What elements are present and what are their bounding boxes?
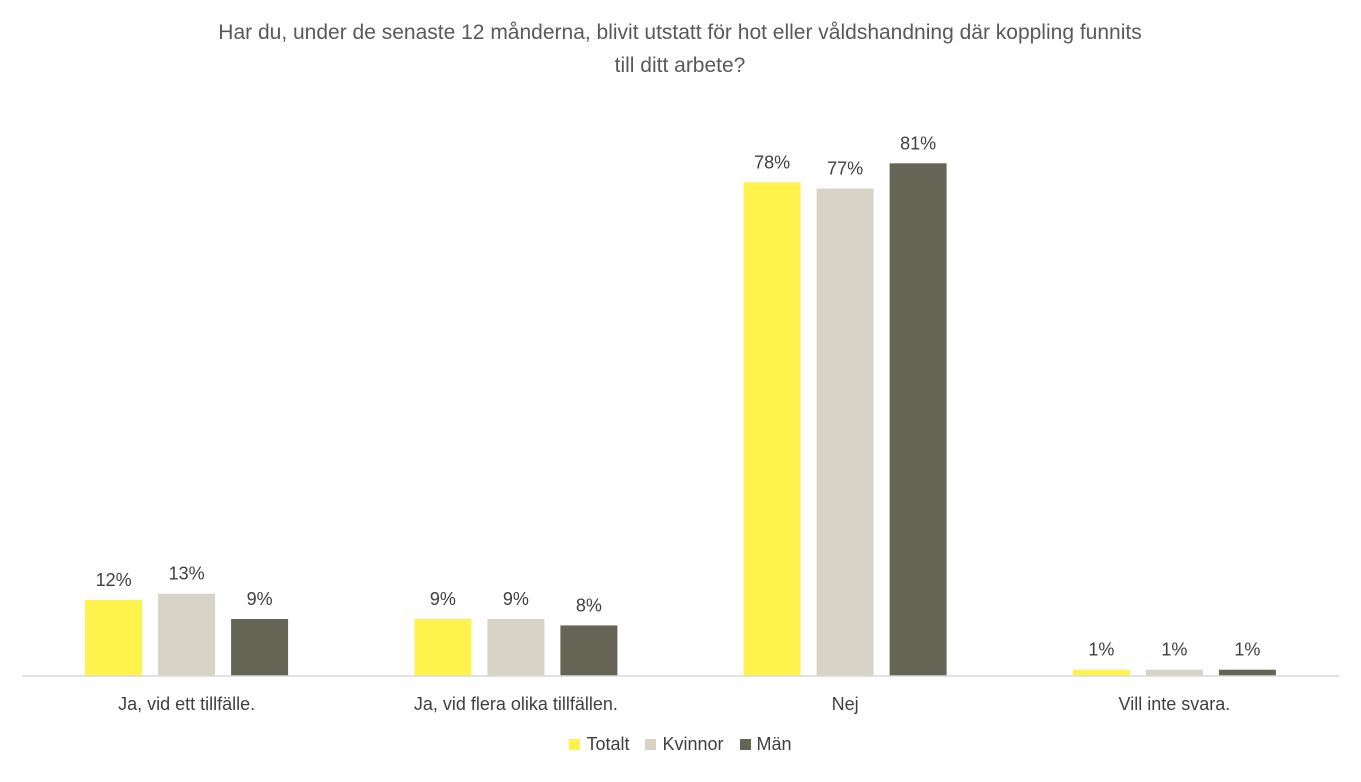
bars-layer: [85, 163, 1276, 677]
bar-series-2-cat-0: [231, 619, 289, 676]
legend-item-0: Totalt: [569, 734, 629, 755]
data-label-series-1-cat-3: 1%: [1161, 640, 1187, 660]
legend-item-1: Kvinnor: [645, 734, 724, 755]
chart-title-line-1: Har du, under de senaste 12 månderna, bl…: [218, 21, 1142, 44]
data-label-series-2-cat-3: 1%: [1234, 640, 1260, 660]
category-labels-layer: Ja, vid ett tillfälle. Ja, vid flera olik…: [118, 694, 1230, 714]
category-label-0: Ja, vid ett tillfälle.: [118, 694, 255, 714]
bar-series-1-cat-0: [158, 593, 216, 676]
bar-series-0-cat-2: [743, 182, 801, 677]
legend-swatch-0: [569, 739, 581, 750]
legend-label-2: Män: [756, 734, 792, 754]
category-label-1: Ja, vid flera olika tillfällen.: [414, 694, 618, 714]
category-label-3: Vill inte svara.: [1119, 694, 1231, 714]
legend-item-2: Män: [739, 734, 792, 755]
data-label-series-1-cat-1: 9%: [503, 589, 529, 609]
data-label-series-0-cat-1: 9%: [430, 589, 456, 609]
legend: Totalt Kvinnor Män: [0, 734, 1361, 755]
data-label-series-0-cat-3: 1%: [1088, 640, 1114, 660]
data-labels-layer: 12% 13% 9% 9% 9% 8% 78% 77% 81% 1% 1% 1%: [96, 133, 1261, 659]
category-label-2: Nej: [832, 694, 859, 714]
data-label-series-2-cat-2: 81%: [900, 133, 936, 153]
bar-series-1-cat-2: [816, 188, 874, 676]
bar-series-1-cat-3: [1145, 669, 1203, 676]
bar-series-2-cat-2: [889, 163, 947, 677]
data-label-series-0-cat-0: 12%: [96, 570, 132, 590]
chart-title: Har du, under de senaste 12 månderna, bl…: [130, 16, 1230, 82]
data-label-series-0-cat-2: 78%: [754, 152, 790, 172]
data-label-series-2-cat-1: 8%: [576, 595, 602, 615]
legend-label-0: Totalt: [586, 734, 630, 754]
bar-series-2-cat-3: [1218, 669, 1276, 676]
bar-series-2-cat-1: [560, 625, 618, 676]
legend-swatch-1: [645, 739, 657, 750]
bar-series-0-cat-3: [1072, 669, 1130, 676]
data-label-series-2-cat-0: 9%: [247, 589, 273, 609]
data-label-series-1-cat-2: 77%: [827, 159, 863, 179]
legend-swatch-2: [739, 739, 751, 750]
bar-series-1-cat-1: [487, 619, 545, 676]
data-label-series-1-cat-0: 13%: [169, 564, 205, 584]
legend-label-1: Kvinnor: [662, 734, 724, 754]
bar-series-0-cat-1: [414, 619, 472, 676]
chart-title-line-2: till ditt arbete?: [614, 54, 746, 77]
bar-series-0-cat-0: [85, 600, 143, 676]
